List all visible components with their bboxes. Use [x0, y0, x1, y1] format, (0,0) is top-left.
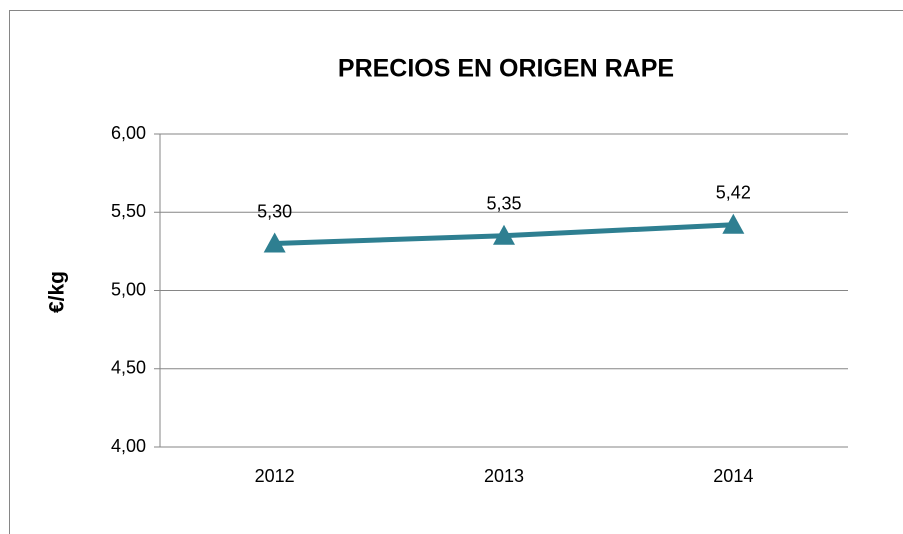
data-marker — [493, 224, 515, 245]
y-tick-label: 6,00 — [111, 123, 146, 143]
y-tick-label: 4,50 — [111, 358, 146, 378]
data-label: 5,30 — [257, 201, 292, 221]
data-marker — [263, 232, 286, 253]
y-tick-label: 5,00 — [111, 279, 146, 299]
data-marker — [722, 213, 745, 234]
y-tick-label: 5,50 — [111, 201, 146, 221]
data-label: 5,42 — [716, 183, 751, 203]
x-tick-label: 2013 — [484, 466, 524, 486]
y-axis-label: €/kg — [46, 271, 69, 313]
x-tick-label: 2014 — [713, 466, 753, 486]
chart-title: PRECIOS EN ORIGEN RAPE — [338, 55, 674, 83]
data-label: 5,35 — [486, 193, 521, 213]
x-tick-label: 2012 — [255, 466, 295, 486]
y-tick-label: 4,00 — [111, 436, 146, 456]
